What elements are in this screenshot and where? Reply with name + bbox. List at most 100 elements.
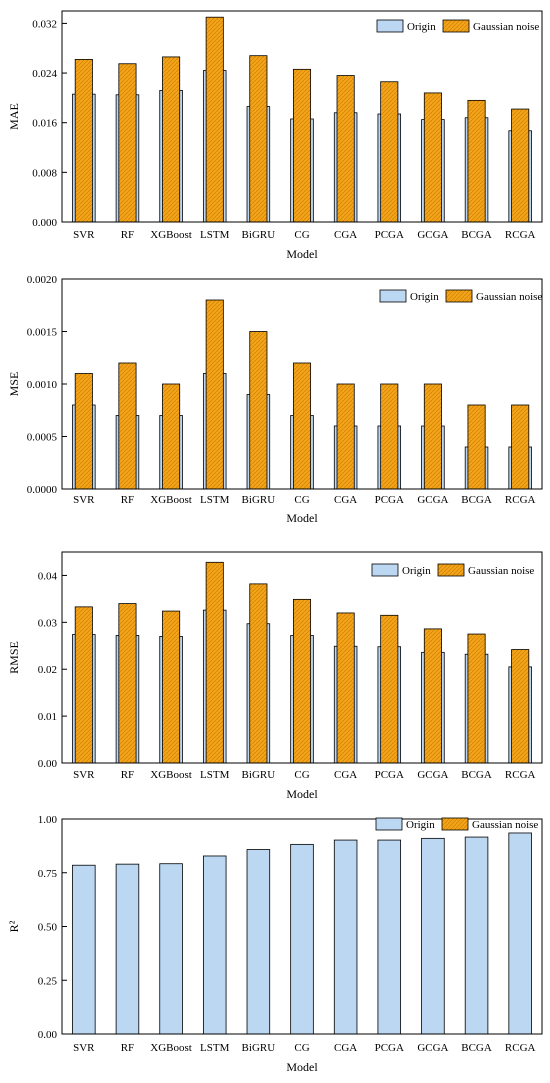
legend-label-gaussian-noise: Gaussian noise — [473, 21, 539, 33]
bar-gaussian-noise — [336, 75, 355, 223]
x-tick-label: SVR — [73, 1042, 95, 1054]
bar-gaussian-noise — [511, 649, 530, 764]
bar-gaussian-noise — [336, 383, 355, 490]
x-tick-label: PCGA — [375, 1042, 404, 1054]
x-tick-label: RCGA — [505, 769, 536, 781]
x-tick-label: RF — [121, 229, 134, 241]
y-tick-label: 0.00 — [38, 758, 58, 770]
bar-gaussian-noise — [292, 362, 312, 490]
legend-label-origin: Origin — [402, 565, 431, 577]
x-tick-label: SVR — [73, 229, 95, 241]
y-axis-label: R² — [7, 920, 21, 932]
legend-label-gaussian-noise: Gaussian noise — [468, 565, 534, 577]
bar-gaussian-noise — [162, 383, 181, 490]
x-tick-label: RCGA — [505, 229, 536, 241]
x-tick-label: CGA — [334, 229, 357, 241]
bar-origin — [290, 843, 314, 1035]
bar-gaussian-noise — [118, 63, 137, 223]
x-tick-label: XGBoost — [150, 769, 192, 781]
x-axis-label: Model — [286, 247, 318, 261]
y-tick-label: 0.008 — [32, 167, 57, 179]
bar-origin — [115, 863, 140, 1035]
legend-swatch-origin — [375, 817, 403, 831]
legend: Origin Gaussian noise — [375, 817, 538, 831]
legend: Origin Gaussian noise — [376, 19, 539, 33]
x-axis-label: Model — [286, 511, 318, 525]
plot-frame — [61, 551, 543, 764]
bar-gaussian-noise — [423, 628, 442, 764]
legend-label-origin: Origin — [410, 291, 439, 303]
x-tick-label: BCGA — [461, 1042, 492, 1054]
bar-gaussian-noise — [162, 56, 181, 223]
bar-gaussian-noise — [118, 362, 137, 490]
bar-origin — [377, 839, 402, 1035]
chart-panel-rmse: 0.00 0.01 0.02 0.03 0.04 SVR RF XGBoost LSTM BiGR… — [7, 551, 543, 801]
legend-swatch-gaussian-noise — [441, 817, 469, 831]
chart-panel-mae: 0.000 0.008 0.016 0.024 0.032 SVR RF XGBoost LST… — [7, 10, 543, 261]
y-tick-label: 0.000 — [32, 217, 57, 229]
x-tick-label: BCGA — [461, 494, 492, 506]
legend-swatch-gaussian-noise — [442, 19, 470, 33]
bar-gaussian-noise — [205, 299, 224, 490]
y-tick-label: 0.032 — [32, 18, 57, 30]
y-axis-label: MAE — [7, 103, 21, 130]
y-tick-label: 0.016 — [32, 118, 57, 130]
bar-gaussian-noise — [380, 81, 399, 223]
bar-gaussian-noise — [118, 603, 137, 764]
bar-gaussian-noise — [205, 561, 224, 764]
x-tick-label: RF — [121, 769, 134, 781]
x-tick-label: LSTM — [200, 1042, 230, 1054]
bar-gaussian-noise — [511, 108, 530, 223]
y-tick-label: 0.01 — [38, 711, 57, 723]
chart-panel-r: 0.00 0.25 0.50 0.75 1.00 SVR RF XGBoost LSTM BiGR… — [7, 814, 543, 1074]
legend-label-gaussian-noise: Gaussian noise — [476, 291, 542, 303]
bar-gaussian-noise — [467, 404, 486, 490]
x-tick-label: XGBoost — [150, 1042, 192, 1054]
x-axis-label: Model — [286, 1060, 318, 1074]
legend-label-origin: Origin — [406, 819, 435, 831]
legend-swatch-origin — [371, 563, 399, 577]
x-tick-label: SVR — [73, 494, 95, 506]
x-tick-label: BiGRU — [242, 769, 276, 781]
bar-gaussian-noise — [467, 99, 486, 223]
bar-gaussian-noise — [423, 383, 442, 490]
x-tick-label: GCGA — [417, 769, 448, 781]
bar-gaussian-noise — [162, 610, 181, 764]
x-tick-label: BCGA — [461, 769, 492, 781]
x-tick-label: CGA — [334, 769, 357, 781]
bar-gaussian-noise — [249, 583, 268, 764]
x-tick-label: BCGA — [461, 229, 492, 241]
bar-origin — [421, 837, 445, 1035]
bar-gaussian-noise — [74, 606, 93, 764]
y-tick-label: 0.25 — [38, 975, 58, 987]
bar-gaussian-noise — [380, 383, 399, 490]
plot-frame — [61, 10, 543, 223]
x-tick-label: GCGA — [417, 1042, 448, 1054]
bar-gaussian-noise — [249, 55, 268, 223]
y-tick-label: 1.00 — [38, 814, 58, 826]
x-tick-label: GCGA — [417, 229, 448, 241]
x-tick-label: CGA — [334, 494, 357, 506]
legend-swatch-origin — [376, 19, 404, 33]
y-tick-label: 0.04 — [38, 570, 58, 582]
x-tick-label: BiGRU — [242, 229, 276, 241]
x-tick-label: GCGA — [417, 494, 448, 506]
x-tick-label: PCGA — [375, 229, 404, 241]
bar-gaussian-noise — [292, 68, 312, 223]
bar-gaussian-noise — [336, 612, 355, 764]
bar-gaussian-noise — [467, 633, 486, 764]
x-tick-label: BiGRU — [242, 494, 276, 506]
x-tick-label: CG — [294, 769, 309, 781]
legend-swatch-origin — [379, 289, 407, 303]
x-tick-label: CG — [294, 494, 309, 506]
y-tick-label: 0.0005 — [27, 432, 58, 444]
x-tick-label: PCGA — [375, 769, 404, 781]
plot-frame — [61, 818, 543, 1035]
y-axis-label: MSE — [7, 372, 21, 397]
bar-origin — [508, 832, 532, 1035]
plot-frame — [61, 278, 543, 490]
bar-origin — [464, 836, 489, 1035]
bar-gaussian-noise — [423, 92, 442, 223]
y-tick-label: 0.03 — [38, 617, 58, 629]
